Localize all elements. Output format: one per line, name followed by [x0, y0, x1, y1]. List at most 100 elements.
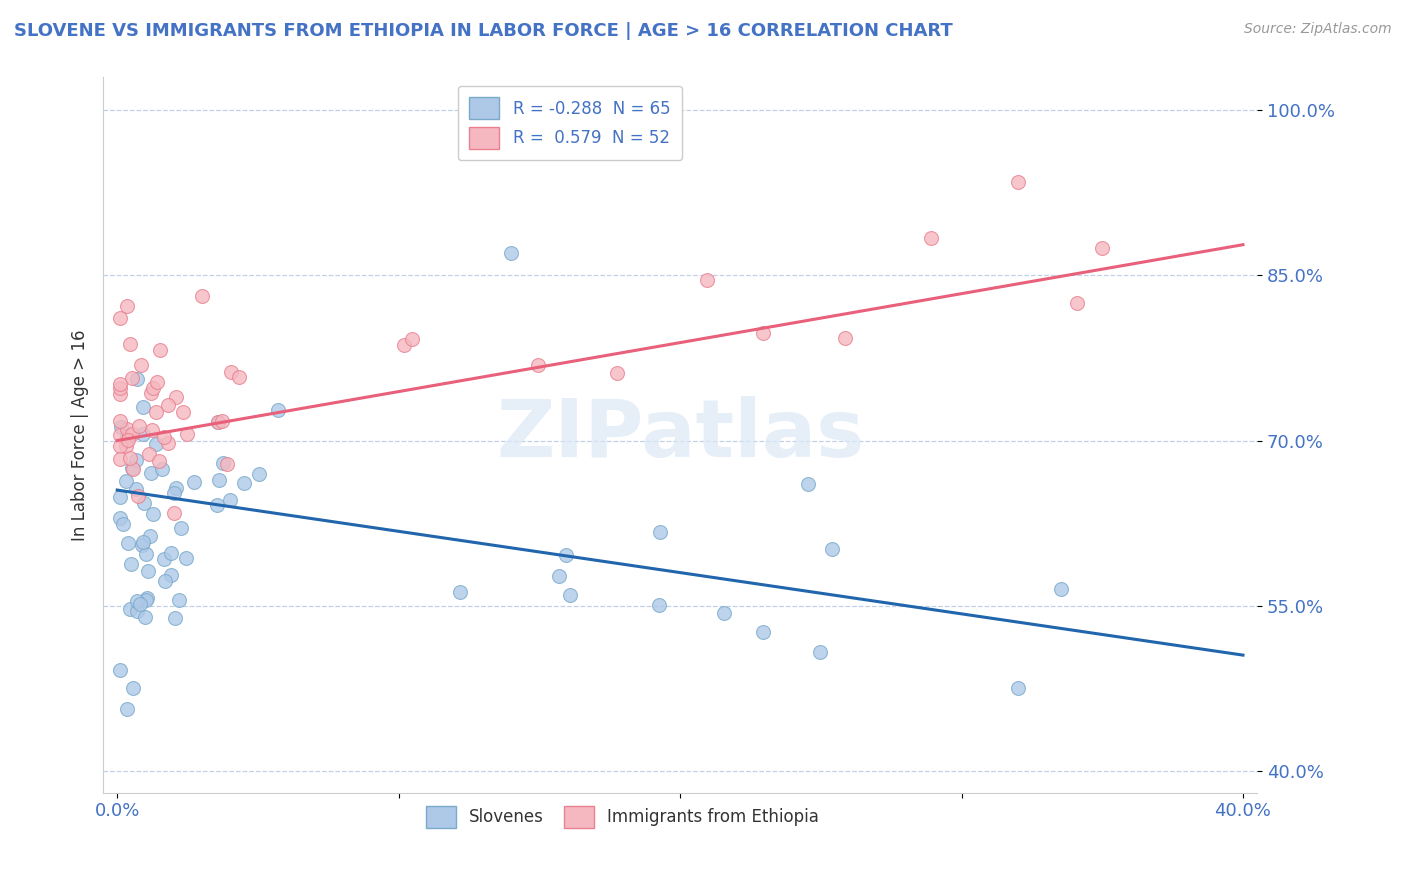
Point: [547, 569, 569, 583]
Point: [108, 428, 131, 442]
Point: [1091, 241, 1114, 255]
Point: [146, 376, 169, 390]
Point: [217, 457, 239, 471]
Point: [121, 460, 143, 475]
Point: [124, 483, 146, 497]
Point: [122, 681, 145, 695]
Point: [208, 473, 231, 487]
Point: [176, 427, 198, 442]
Point: [211, 456, 233, 470]
Point: [135, 547, 157, 561]
Point: [648, 598, 671, 612]
Point: [108, 386, 131, 401]
Point: [163, 611, 186, 625]
Point: [131, 401, 153, 415]
Point: [160, 546, 183, 560]
Point: [128, 419, 150, 434]
Point: [118, 429, 141, 443]
Point: [145, 437, 167, 451]
Point: [121, 426, 143, 441]
Point: [131, 539, 153, 553]
Point: [554, 548, 576, 562]
Point: [128, 597, 150, 611]
Point: [127, 604, 149, 618]
Point: [115, 299, 138, 313]
Point: [117, 535, 139, 549]
Point: [713, 607, 735, 621]
Point: [122, 461, 145, 475]
Point: [117, 702, 139, 716]
Point: [132, 496, 155, 510]
Point: [108, 311, 131, 326]
Point: [125, 372, 148, 386]
Point: [108, 439, 131, 453]
Point: [751, 625, 773, 640]
Point: [606, 367, 628, 381]
Point: [650, 524, 672, 539]
Point: [228, 369, 250, 384]
Point: [125, 594, 148, 608]
Point: [145, 405, 167, 419]
Point: [247, 467, 270, 482]
Point: [131, 427, 153, 442]
Point: [127, 490, 149, 504]
Point: [160, 567, 183, 582]
Point: [135, 593, 157, 607]
Text: ZIPatlas: ZIPatlas: [496, 396, 865, 474]
Point: [401, 332, 423, 346]
Point: [132, 535, 155, 549]
Point: [165, 390, 187, 404]
Point: [112, 516, 135, 531]
Point: [170, 521, 193, 535]
Point: [172, 405, 194, 419]
Legend: Slovenes, Immigrants from Ethiopia: Slovenes, Immigrants from Ethiopia: [419, 799, 825, 834]
Point: [219, 365, 242, 379]
Point: [211, 414, 233, 428]
Point: [120, 602, 142, 616]
Point: [134, 610, 156, 624]
Point: [797, 476, 820, 491]
Point: [139, 466, 162, 480]
Point: [153, 574, 176, 588]
Point: [267, 403, 290, 417]
Point: [920, 231, 942, 245]
Y-axis label: In Labor Force | Age > 16: In Labor Force | Age > 16: [72, 329, 89, 541]
Point: [142, 381, 165, 395]
Point: [108, 664, 131, 678]
Point: [120, 450, 142, 465]
Point: [165, 481, 187, 495]
Point: [752, 326, 775, 340]
Point: [142, 507, 165, 521]
Point: [156, 398, 179, 412]
Point: [117, 433, 139, 447]
Point: [219, 493, 242, 508]
Point: [501, 246, 523, 260]
Point: [449, 584, 471, 599]
Point: [110, 420, 132, 434]
Point: [205, 498, 228, 512]
Point: [115, 429, 138, 443]
Point: [558, 588, 581, 602]
Point: [834, 331, 856, 345]
Point: [167, 593, 190, 607]
Point: [115, 434, 138, 449]
Point: [115, 422, 138, 436]
Point: [152, 429, 174, 443]
Point: [125, 452, 148, 467]
Point: [120, 557, 142, 571]
Point: [108, 490, 131, 504]
Text: SLOVENE VS IMMIGRANTS FROM ETHIOPIA IN LABOR FORCE | AGE > 16 CORRELATION CHART: SLOVENE VS IMMIGRANTS FROM ETHIOPIA IN L…: [14, 22, 953, 40]
Point: [141, 423, 163, 437]
Point: [121, 371, 143, 385]
Point: [1066, 296, 1088, 310]
Point: [163, 506, 186, 520]
Point: [138, 564, 160, 578]
Point: [152, 462, 174, 476]
Point: [392, 338, 415, 352]
Point: [114, 439, 136, 453]
Point: [108, 376, 131, 391]
Point: [808, 645, 831, 659]
Point: [821, 541, 844, 556]
Point: [120, 336, 142, 351]
Point: [135, 591, 157, 606]
